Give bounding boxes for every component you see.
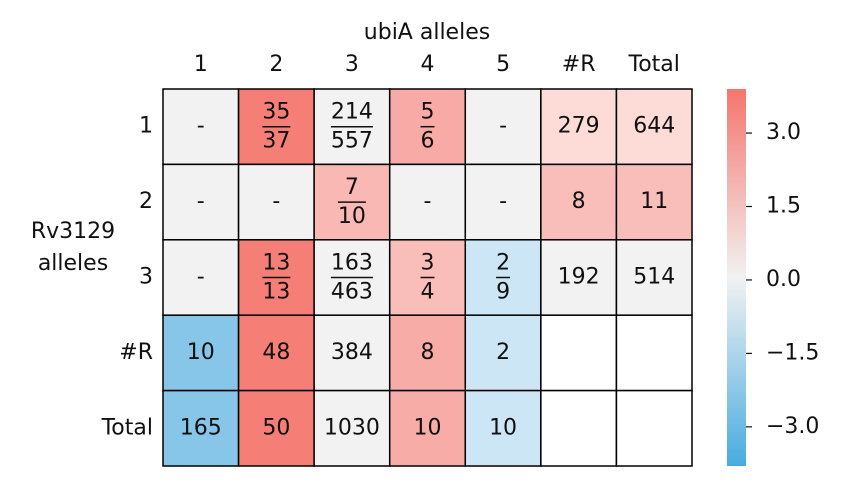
cell: [237, 314, 315, 392]
numerator: 7: [345, 175, 359, 200]
cell-text: -: [197, 265, 205, 290]
cell: [313, 389, 391, 467]
cell: [237, 163, 315, 241]
numerator: 13: [262, 251, 290, 276]
x-tick-label: Total: [628, 52, 680, 77]
cell-text: -: [197, 114, 205, 139]
colorbar-tick-label: −3.0: [766, 414, 819, 439]
cell-value: 48: [262, 340, 290, 365]
y-tick-label: 1: [139, 114, 153, 139]
cell: [464, 163, 542, 241]
colorbar-tick-label: 3.0: [766, 120, 801, 145]
denominator: 4: [421, 280, 435, 305]
cell-text: -: [272, 189, 280, 214]
denominator: 13: [262, 280, 290, 305]
cell-value: 1030: [324, 415, 380, 440]
cell-text: -: [197, 189, 205, 214]
y-tick-label: #R: [119, 340, 153, 365]
cell-value: 192: [558, 265, 600, 290]
x-tick-label: 1: [194, 52, 208, 77]
cell: [615, 163, 693, 241]
cell-value: 384: [331, 340, 373, 365]
cell-text: -: [499, 114, 507, 139]
numerator: 163: [331, 251, 373, 276]
x-tick-label: 5: [496, 52, 510, 77]
colorbar-tick-label: −1.5: [766, 340, 819, 365]
denominator: 557: [331, 129, 373, 154]
cell-value: 8: [572, 189, 586, 214]
numerator: 5: [421, 100, 435, 125]
cell-value: 8: [421, 340, 435, 365]
cell-text: -: [499, 189, 507, 214]
x-tick-label: 2: [269, 52, 283, 77]
cell: [615, 239, 693, 316]
denominator: 10: [338, 204, 366, 229]
x-tick-label: 3: [345, 52, 359, 77]
y-tick-label: 2: [139, 189, 153, 214]
cell: [615, 314, 693, 392]
denominator: 463: [331, 280, 373, 305]
cell: [388, 389, 467, 467]
y-axis-label: alleles: [38, 251, 108, 276]
cell-value: 2: [496, 340, 510, 365]
colorbar: [727, 89, 746, 466]
cell: [540, 314, 618, 392]
numerator: 35: [262, 100, 290, 125]
y-axis-label: Rv3129: [31, 219, 115, 244]
denominator: 9: [496, 280, 510, 305]
cell-value: 10: [489, 415, 517, 440]
denominator: 6: [421, 129, 435, 154]
numerator: 2: [496, 251, 510, 276]
colorbar-tick-label: 1.5: [766, 194, 801, 219]
cell: [464, 314, 542, 392]
x-tick-label: #R: [562, 52, 596, 77]
cell: [388, 314, 467, 392]
x-axis-label: ubiA alleles: [364, 20, 490, 45]
cell: [237, 389, 315, 467]
cell: [540, 239, 618, 316]
cell: [162, 389, 240, 467]
cell-value: 10: [187, 340, 215, 365]
y-tick-label: 3: [139, 265, 153, 290]
numerator: 214: [331, 100, 373, 125]
cell-value: 10: [414, 415, 442, 440]
cell-value: 165: [180, 415, 222, 440]
cell: [388, 163, 467, 241]
cell-text: -: [424, 189, 432, 214]
cell: [615, 88, 693, 166]
x-tick-label: 4: [421, 52, 435, 77]
numerator: 3: [421, 251, 435, 276]
cell: [540, 389, 618, 467]
colorbar-tick-label: 0.0: [766, 267, 801, 292]
cell: [162, 88, 240, 166]
cell: [162, 163, 240, 241]
cell-value: 279: [558, 114, 600, 139]
cell-value: 644: [633, 114, 675, 139]
cell-value: 514: [633, 265, 675, 290]
cell: [615, 389, 693, 467]
cell-value: 11: [640, 189, 668, 214]
y-tick-label: Total: [101, 415, 153, 440]
denominator: 37: [262, 129, 290, 154]
cell-value: 50: [262, 415, 290, 440]
cell: [464, 389, 542, 467]
